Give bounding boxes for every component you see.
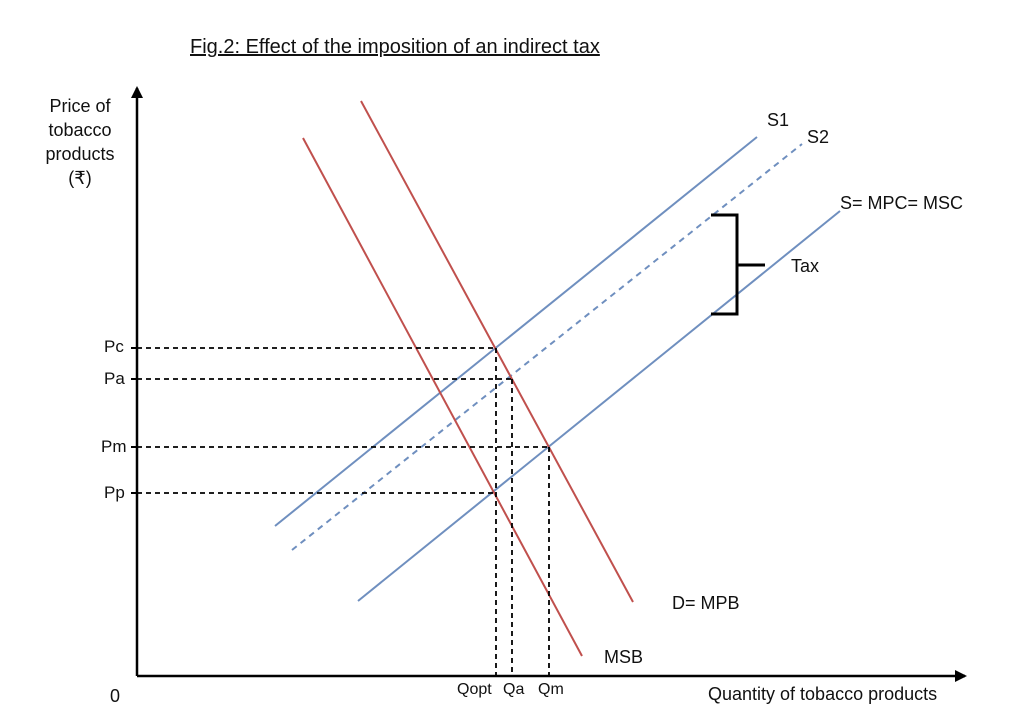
- y-axis-label-line: products: [45, 144, 115, 164]
- pa-label: Pa: [104, 369, 125, 388]
- pm-label: Pm: [101, 437, 127, 456]
- s-mpc-msc-label: S= MPC= MSC: [840, 193, 964, 213]
- supply-curve-s1: [274, 136, 758, 527]
- y-axis-label-line: tobacco: [48, 120, 112, 140]
- d-mpb-label: D= MPB: [672, 593, 740, 613]
- qopt-label: Qopt: [457, 681, 492, 698]
- pp-label: Pp: [104, 483, 125, 502]
- supply-curve-s2: [291, 143, 803, 551]
- tax-label: Tax: [791, 256, 820, 276]
- msb-label: MSB: [604, 647, 644, 667]
- s1-label: S1: [767, 110, 790, 130]
- pc-label: Pc: [104, 337, 124, 356]
- origin-label: 0: [110, 686, 121, 706]
- demand-curve-mpb: [360, 100, 634, 603]
- qa-label: Qa: [503, 681, 525, 698]
- s2-label: S2: [807, 127, 830, 147]
- y-axis-label: Price of tobacco products (₹): [30, 94, 130, 190]
- y-axis-label-line: Price of: [49, 96, 111, 116]
- figure-title: Fig.2: Effect of the imposition of an in…: [190, 36, 600, 58]
- x-axis-label: Quantity of tobacco products: [708, 684, 938, 704]
- tax-bracket: [711, 213, 739, 316]
- y-axis-label-line: (₹): [68, 168, 92, 188]
- supply-curve-s-mpc-msc: [357, 210, 841, 602]
- msb-curve: [302, 137, 583, 657]
- qm-label: Qm: [538, 681, 564, 698]
